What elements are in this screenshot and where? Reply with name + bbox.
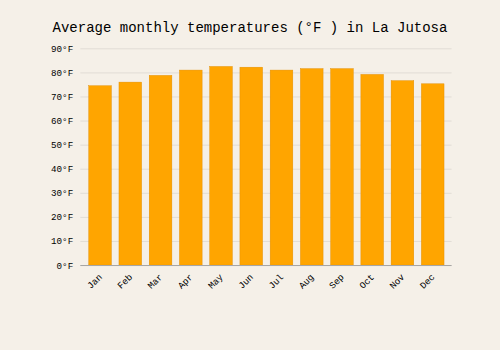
svg-text:70°F: 70°F [51,92,73,103]
svg-text:90°F: 90°F [51,44,73,55]
svg-text:80°F: 80°F [51,68,73,79]
svg-text:Nov: Nov [388,272,408,292]
svg-text:Dec: Dec [418,272,438,292]
svg-text:20°F: 20°F [51,212,73,223]
svg-text:Apr: Apr [176,272,196,292]
html-text:Average monthly temperatures (: Average monthly temperatures (°F ) in La… [52,20,448,36]
svg-text:Oct: Oct [357,272,377,292]
svg-text:0°F: 0°F [57,260,74,271]
svg-text:30°F: 30°F [51,188,73,199]
svg-text:Sep: Sep [327,272,347,292]
svg-text:60°F: 60°F [51,116,73,127]
svg-text:Jan: Jan [85,272,105,292]
svg-text:Aug: Aug [297,272,317,292]
svg-text:Mar: Mar [146,272,166,292]
svg-text:Jun: Jun [236,272,256,292]
svg-text:Jul: Jul [267,272,287,292]
svg-text:50°F: 50°F [51,140,73,151]
svg-text:10°F: 10°F [51,236,73,247]
svg-text:Feb: Feb [115,272,135,292]
svg-text:40°F: 40°F [51,164,73,175]
svg-text:May: May [206,272,226,292]
